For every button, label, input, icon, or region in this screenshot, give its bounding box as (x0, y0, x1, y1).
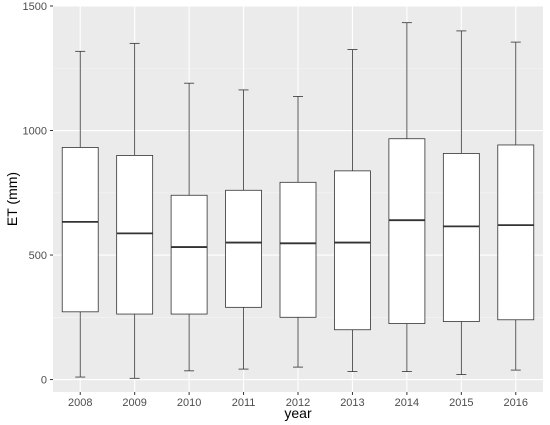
iqr-box (497, 144, 535, 321)
y-axis-title: ET (mm) (4, 172, 20, 226)
boxes-layer (61, 22, 535, 379)
x-tick-label: 2016 (504, 397, 528, 409)
x-tick-label: 2013 (340, 397, 364, 409)
iqr-box (225, 189, 262, 308)
iqr-box (116, 155, 154, 315)
x-tick-label: 2011 (232, 397, 256, 409)
x-axis: 2008 2009 2010 2011 2012 2013 2014 2015 2016 (68, 392, 528, 409)
iqr-box (279, 181, 317, 318)
box-2016 (497, 41, 535, 371)
box-2014 (388, 22, 426, 372)
x-tick-label: 2008 (68, 397, 92, 409)
box-2008 (61, 50, 99, 378)
iqr-box (334, 170, 371, 331)
y-tick-label: 500 (29, 250, 47, 262)
iqr-box (442, 153, 480, 322)
x-tick-label: 2014 (395, 397, 419, 409)
y-tick-label: 1000 (23, 126, 47, 138)
y-axis: 0 500 1000 1500 (23, 1, 53, 387)
x-tick-label: 2010 (177, 397, 201, 409)
box-2010 (170, 82, 208, 372)
iqr-box (388, 138, 426, 324)
y-tick-label: 1500 (23, 1, 47, 13)
x-tick-label: 2012 (286, 397, 310, 409)
iqr-box (170, 194, 208, 315)
x-tick-label: 2015 (449, 397, 473, 409)
x-axis-title: year (284, 405, 312, 421)
box-2013 (334, 49, 371, 372)
y-tick-label: 0 (41, 375, 47, 387)
iqr-box (61, 147, 99, 313)
box-2015 (442, 30, 480, 375)
box-2011 (225, 89, 262, 370)
box-2012 (279, 95, 317, 368)
box-2009 (116, 42, 154, 379)
x-tick-label: 2009 (122, 397, 146, 409)
